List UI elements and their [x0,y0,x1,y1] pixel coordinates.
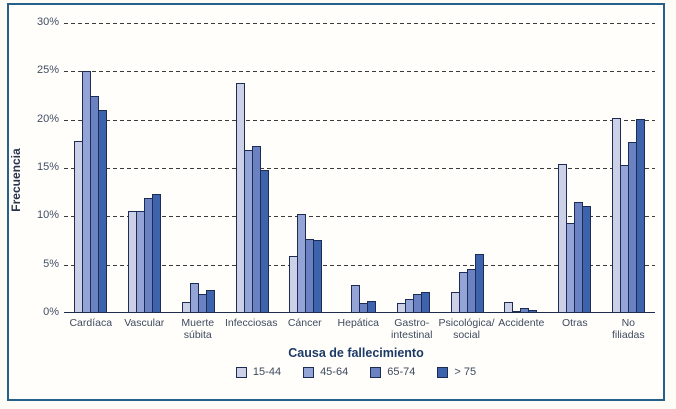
bar-group [118,23,172,313]
bar-group [386,23,440,313]
legend-swatch-icon [437,366,449,378]
x-category-label: Gastro- intestinal [391,317,433,341]
bar [474,254,484,313]
y-axis-title: Frecuencia [9,148,23,212]
gridline-15 [64,168,655,169]
bar [581,206,591,313]
x-category-label: Cardíaca [69,317,113,329]
bar-group [171,23,225,313]
y-tick-label: 5% [43,257,59,270]
gridline-20 [64,119,655,121]
legend-item: 15-44 [235,366,282,378]
legend-item: 45-64 [303,366,348,378]
figure-frame: Frecuencia 0% 5% 10% 15% 20% 25% 30% Cardíaca V… [7,3,665,401]
x-axis-line [64,312,655,313]
bar [259,170,269,313]
x-axis-title: Causa de fallecimiento [288,346,424,360]
x-category-label: Infecciosas [224,317,278,329]
bar [635,119,645,313]
bar [152,194,162,313]
x-category-label: Muerte súbita [181,317,215,341]
legend-swatch-icon [370,366,382,378]
bar-group [601,23,655,313]
legend-item: 65-74 [370,366,415,378]
legend-label: 65-74 [387,366,416,378]
y-axis-label-column: Frecuencia [9,23,26,313]
bar-group [494,23,548,313]
bar-group [279,23,333,313]
gridline-10 [64,216,655,218]
legend-item: > 75 [437,366,476,378]
y-tick-label: 25% [36,64,59,77]
bar-group [64,23,118,313]
x-category-label: Vascular [124,317,165,329]
legend-label: > 75 [454,366,477,378]
y-tick-label: 20% [36,112,59,125]
y-tick-label: 10% [36,209,59,222]
bar-group [440,23,494,313]
gridline-25 [64,71,655,73]
bar [367,301,377,313]
x-category-label: Cáncer [287,317,322,329]
legend: 15-44 45-64 65-74 > 75 [49,366,663,378]
bar [98,110,108,313]
legend-label: 15-44 [252,366,282,378]
legend-swatch-icon [303,366,315,378]
y-tick-label: 15% [36,161,59,173]
gridline-5 [64,264,655,266]
bar-group [548,23,602,313]
x-category-label: Psicológica/ social [438,317,495,341]
plot-row: Frecuencia 0% 5% 10% 15% 20% 25% 30% [9,17,663,318]
bar-group [333,23,387,313]
x-category-label: No filiadas [611,317,645,341]
plot-area [64,23,655,313]
bar-chart: Frecuencia 0% 5% 10% 15% 20% 25% 30% Cardíaca V… [9,5,663,399]
bar-groups [64,23,655,313]
bar [313,240,323,313]
legend-swatch-icon [235,366,247,378]
legend-label: 45-64 [320,366,349,378]
bar [420,292,430,313]
bar [205,290,215,313]
x-axis-category-labels: Cardíaca Vascular Muerte súbita Infecciosas… [64,317,655,341]
bar [528,310,538,313]
bar-group [225,23,279,313]
y-axis-ticks: 0% 5% 10% 15% 20% 25% 30% [26,17,64,318]
x-category-label: Otras [561,317,588,329]
x-category-label: Accidente [498,317,545,329]
bar [351,285,361,313]
y-tick-label: 30% [36,16,59,28]
bar [504,302,514,313]
gridline-30 [64,23,655,24]
y-tick-label: 0% [43,306,59,318]
x-category-label: Hepática [337,317,379,329]
